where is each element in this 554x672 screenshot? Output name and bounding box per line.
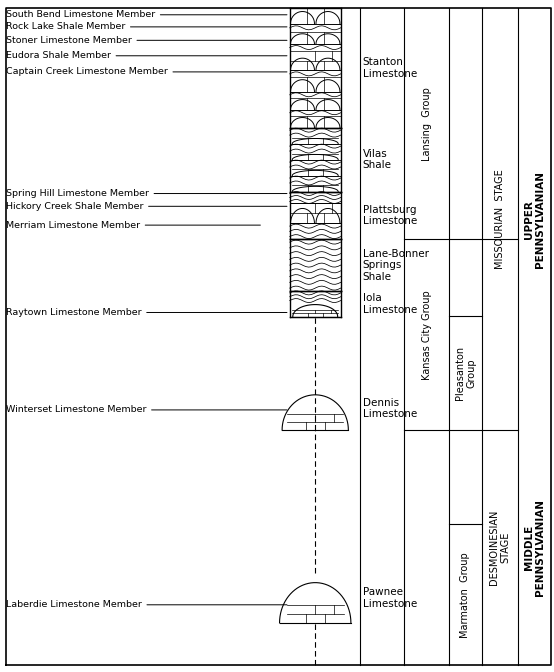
Text: Winterset Limestone Member: Winterset Limestone Member <box>6 405 287 415</box>
Text: Rock Lake Shale Member: Rock Lake Shale Member <box>6 22 287 32</box>
Text: South Bend Limestone Member: South Bend Limestone Member <box>6 10 287 19</box>
Text: Merriam Limestone Member: Merriam Limestone Member <box>6 220 260 230</box>
Text: Iola
Limestone: Iola Limestone <box>363 293 417 314</box>
Text: Dennis
Limestone: Dennis Limestone <box>363 398 417 419</box>
Text: Marmaton  Group: Marmaton Group <box>460 552 470 638</box>
Text: DESMOINESIAN
STAGE: DESMOINESIAN STAGE <box>489 510 511 585</box>
Text: Lane-Bonner
Springs
Shale: Lane-Bonner Springs Shale <box>363 249 429 282</box>
Text: Raytown Limestone Member: Raytown Limestone Member <box>6 308 287 317</box>
Text: Pleasanton
Group: Pleasanton Group <box>455 346 476 400</box>
Text: Eudora Shale Member: Eudora Shale Member <box>6 51 287 60</box>
Text: Kansas City Group: Kansas City Group <box>422 290 432 380</box>
Text: Vilas
Shale: Vilas Shale <box>363 149 392 171</box>
Text: Stanton
Limestone: Stanton Limestone <box>363 57 417 79</box>
Text: MISSOURIAN  STAGE: MISSOURIAN STAGE <box>495 169 505 269</box>
Text: Plattsburg
Limestone: Plattsburg Limestone <box>363 204 417 226</box>
Text: Hickory Creek Shale Member: Hickory Creek Shale Member <box>6 202 287 211</box>
Text: Lansing  Group: Lansing Group <box>422 87 432 161</box>
Text: Laberdie Limestone Member: Laberdie Limestone Member <box>6 600 287 610</box>
Text: MIDDLE
PENNSYLVANIAN: MIDDLE PENNSYLVANIAN <box>524 499 545 596</box>
Text: Pawnee
Limestone: Pawnee Limestone <box>363 587 417 609</box>
Text: Captain Creek Limestone Member: Captain Creek Limestone Member <box>6 67 287 77</box>
Text: UPPER
PENNSYLVANIAN: UPPER PENNSYLVANIAN <box>524 171 545 267</box>
Text: Stoner Limestone Member: Stoner Limestone Member <box>6 36 287 45</box>
Text: Spring Hill Limestone Member: Spring Hill Limestone Member <box>6 189 287 198</box>
